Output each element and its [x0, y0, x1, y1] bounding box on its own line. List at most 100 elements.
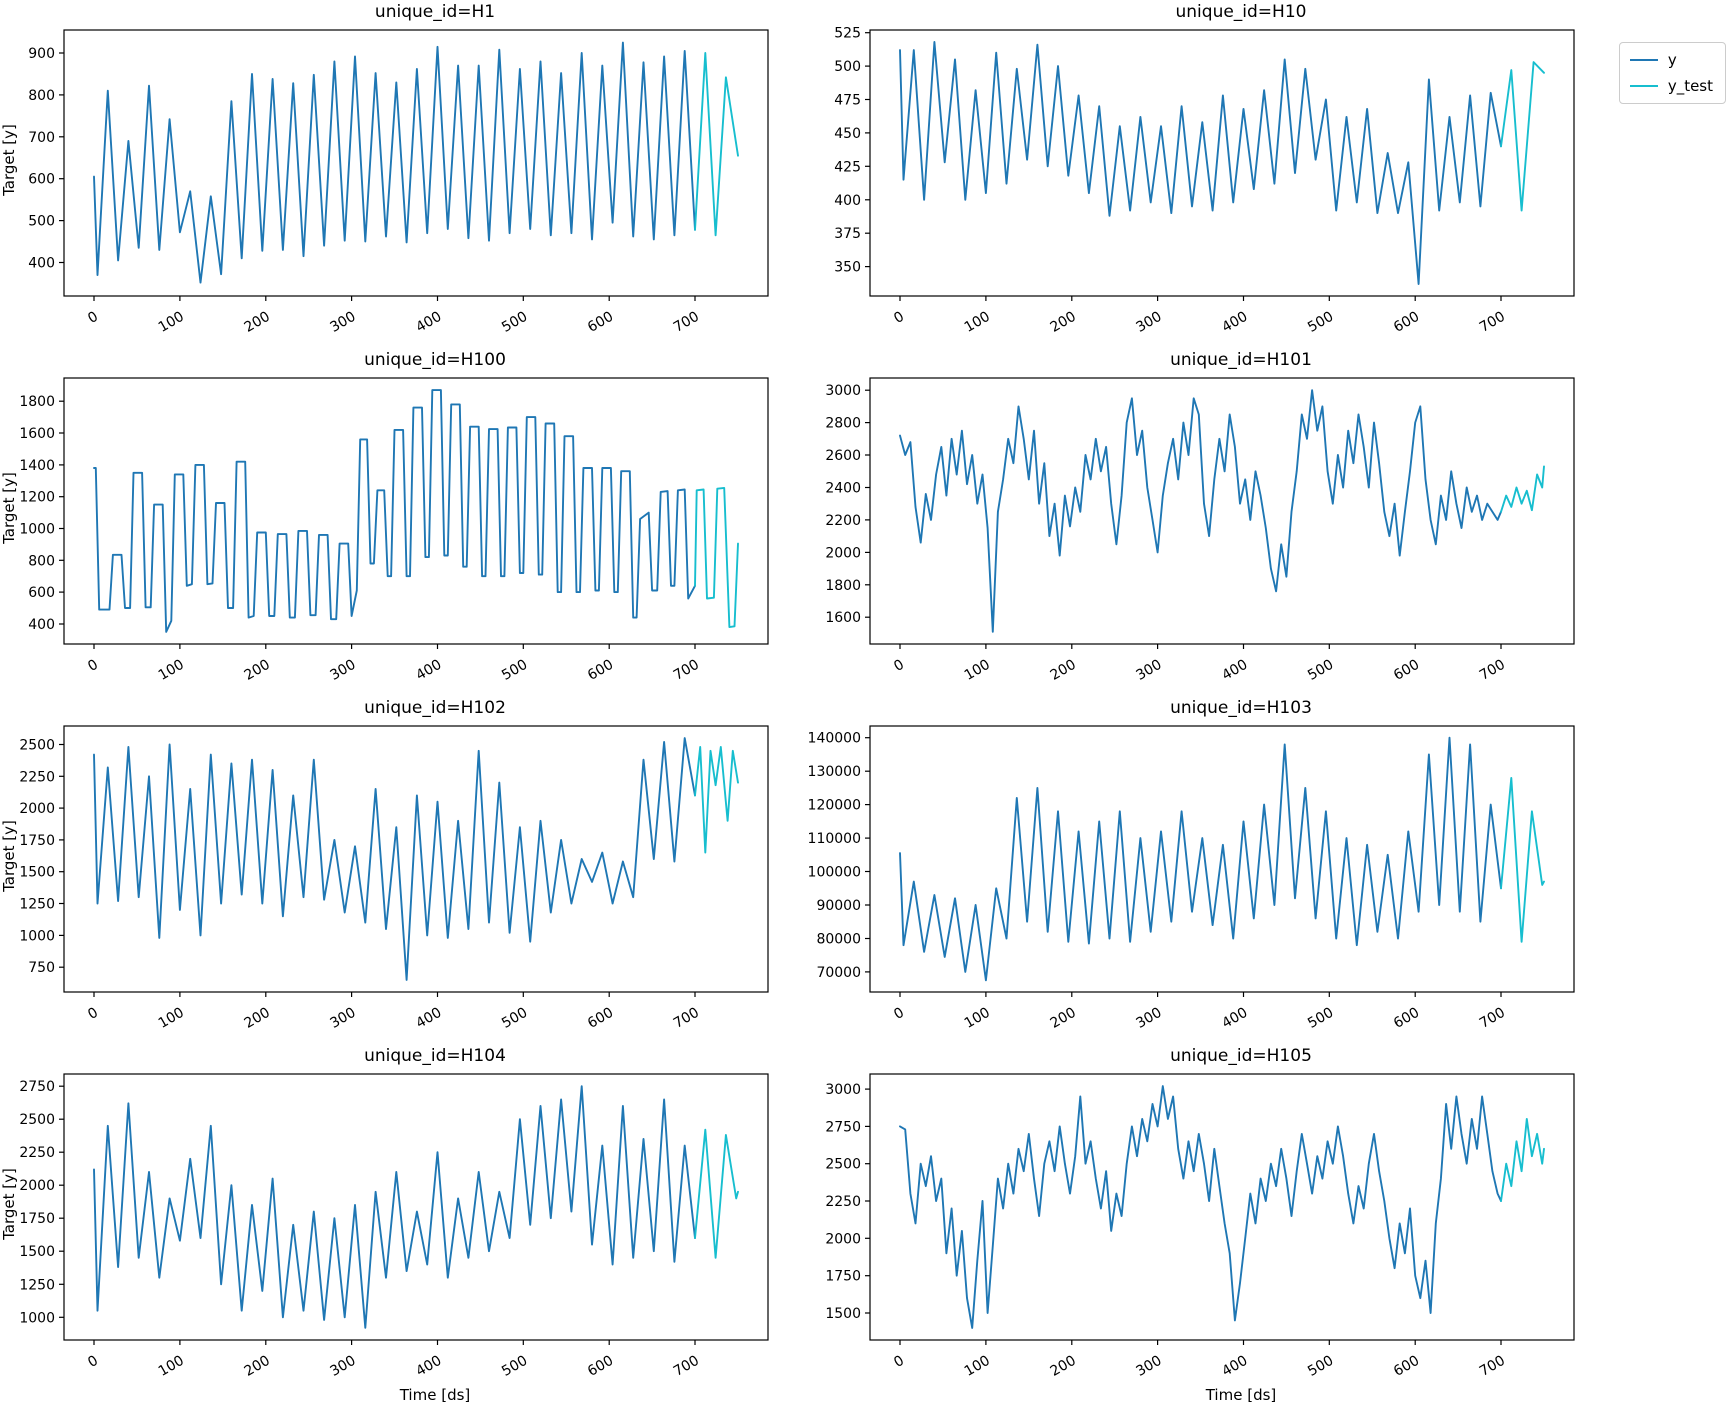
svg-text:70000: 70000: [816, 965, 861, 981]
svg-text:140000: 140000: [808, 731, 861, 747]
line-swatch-y-test: [1629, 85, 1658, 87]
svg-text:800: 800: [28, 88, 55, 104]
svg-text:400: 400: [1219, 657, 1250, 684]
svg-text:500: 500: [834, 59, 861, 75]
subplot-h103: unique_id=H103 70000 80000 90000 100000 1100…: [806, 696, 1612, 1044]
svg-text:300: 300: [327, 1353, 358, 1380]
svg-text:100: 100: [962, 657, 993, 684]
svg-text:600: 600: [1391, 657, 1422, 684]
svg-text:900: 900: [28, 46, 55, 62]
svg-text:130000: 130000: [808, 764, 861, 780]
svg-text:2000: 2000: [19, 801, 55, 817]
svg-text:700: 700: [1477, 309, 1508, 336]
svg-text:200: 200: [1048, 657, 1079, 684]
svg-text:1600: 1600: [825, 610, 861, 626]
svg-text:300: 300: [1133, 309, 1164, 336]
svg-text:0: 0: [891, 1353, 907, 1371]
svg-text:600: 600: [585, 1005, 616, 1032]
y-axis-label: Target [y]: [0, 472, 18, 544]
svg-text:1250: 1250: [19, 1277, 55, 1293]
svg-text:400: 400: [834, 193, 861, 209]
svg-text:400: 400: [413, 1353, 444, 1380]
legend-item-y-test: y_test: [1629, 77, 1713, 95]
svg-text:375: 375: [834, 226, 861, 242]
svg-text:400: 400: [1219, 1353, 1250, 1380]
svg-text:1600: 1600: [19, 426, 55, 442]
svg-text:1800: 1800: [825, 578, 861, 594]
svg-text:2600: 2600: [825, 448, 861, 464]
svg-text:700: 700: [1477, 1005, 1508, 1032]
svg-text:425: 425: [834, 159, 861, 175]
subplot-h101: unique_id=H101 1600 1800 2000 2200 2400 2600 2…: [806, 348, 1612, 696]
svg-text:2000: 2000: [825, 545, 861, 561]
svg-text:350: 350: [834, 260, 861, 276]
svg-text:700: 700: [671, 657, 702, 684]
svg-text:2000: 2000: [825, 1231, 861, 1247]
svg-text:2500: 2500: [19, 738, 55, 754]
svg-text:2500: 2500: [19, 1112, 55, 1128]
svg-text:1000: 1000: [19, 1310, 55, 1326]
svg-text:400: 400: [413, 309, 444, 336]
svg-text:1500: 1500: [19, 1244, 55, 1260]
svg-text:1750: 1750: [19, 1211, 55, 1227]
subplot-title-h10: unique_id=H10: [1175, 2, 1307, 22]
svg-text:0: 0: [891, 657, 907, 675]
svg-text:400: 400: [413, 657, 444, 684]
svg-text:500: 500: [499, 1353, 530, 1380]
plot-canvas-h101: 1600 1800 2000 2200 2400 2600 2800 3000 0 100 200 3…: [825, 377, 1575, 684]
svg-text:700: 700: [671, 1353, 702, 1380]
svg-text:0: 0: [85, 1005, 101, 1023]
svg-text:2200: 2200: [825, 513, 861, 529]
svg-text:120000: 120000: [808, 798, 861, 814]
svg-text:0: 0: [891, 1005, 907, 1023]
svg-text:1500: 1500: [825, 1306, 861, 1322]
svg-text:500: 500: [1305, 309, 1336, 336]
svg-text:0: 0: [85, 1353, 101, 1371]
svg-text:600: 600: [28, 172, 55, 188]
legend-item-y: y: [1629, 51, 1713, 69]
svg-text:100000: 100000: [808, 865, 861, 881]
svg-text:1000: 1000: [19, 522, 55, 538]
svg-text:2800: 2800: [825, 416, 861, 432]
svg-text:525: 525: [834, 26, 861, 42]
svg-text:600: 600: [585, 657, 616, 684]
svg-text:500: 500: [499, 1005, 530, 1032]
svg-text:400: 400: [1219, 1005, 1250, 1032]
svg-text:100: 100: [962, 1353, 993, 1380]
svg-text:400: 400: [28, 617, 55, 633]
svg-text:700: 700: [1477, 1353, 1508, 1380]
svg-text:1400: 1400: [19, 458, 55, 474]
svg-text:700: 700: [671, 1005, 702, 1032]
svg-text:200: 200: [242, 657, 273, 684]
svg-text:600: 600: [28, 585, 55, 601]
legend-label-y: y: [1667, 51, 1677, 69]
svg-text:80000: 80000: [816, 932, 861, 948]
svg-text:500: 500: [499, 657, 530, 684]
svg-text:300: 300: [327, 1005, 358, 1032]
subplot-h105: unique_id=H105 1500 1750 2000 2250 2500 2750 3…: [806, 1044, 1612, 1404]
svg-text:200: 200: [242, 1353, 273, 1380]
svg-text:500: 500: [499, 309, 530, 336]
svg-text:200: 200: [242, 309, 273, 336]
svg-text:400: 400: [413, 1005, 444, 1032]
x-axis-label: Time [ds]: [399, 1386, 471, 1404]
svg-text:90000: 90000: [816, 898, 861, 914]
subplot-title-h103: unique_id=H103: [1170, 698, 1312, 718]
plot-canvas-h100: 400 600 800 1000 1200 1400 1600 1800 0 100 200 300 4…: [19, 377, 769, 684]
svg-text:600: 600: [1391, 1005, 1422, 1032]
svg-text:1800: 1800: [19, 394, 55, 410]
svg-text:2750: 2750: [19, 1079, 55, 1095]
svg-text:300: 300: [327, 657, 358, 684]
subplot-grid: unique_id=H1 Target [y] 400 500 600 700 800 9…: [0, 0, 1612, 1404]
x-axis-label: Time [ds]: [1205, 1386, 1277, 1404]
plot-canvas-h103: 70000 80000 90000 100000 110000 120000 130000 1…: [808, 725, 1575, 1032]
svg-text:400: 400: [1219, 309, 1250, 336]
svg-text:200: 200: [1048, 1353, 1079, 1380]
y-axis-label: Target [y]: [0, 124, 18, 196]
svg-text:300: 300: [1133, 1005, 1164, 1032]
svg-text:600: 600: [1391, 1353, 1422, 1380]
subplot-h1: unique_id=H1 Target [y] 400 500 600 700 800 9…: [0, 0, 806, 348]
svg-text:100: 100: [962, 309, 993, 336]
line-swatch-y: [1629, 59, 1658, 61]
